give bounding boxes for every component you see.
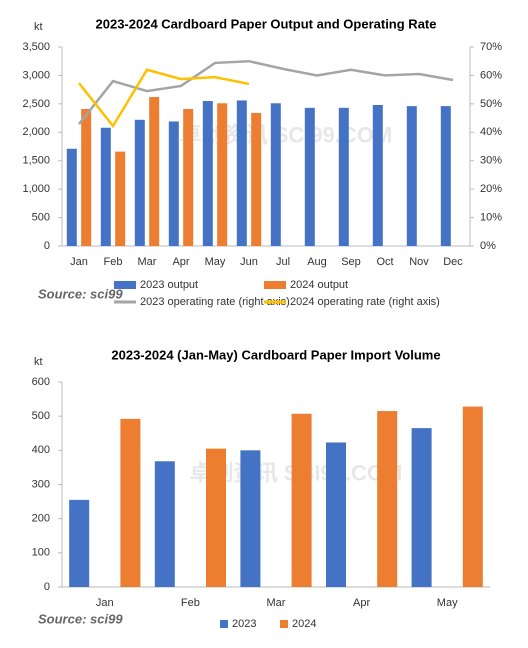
- bar: [206, 448, 226, 587]
- legend-label: 2024 operating rate (right axis): [290, 296, 440, 308]
- legend-swatch: [280, 620, 288, 628]
- y2-tick-label: 70%: [480, 41, 502, 53]
- bar: [120, 418, 141, 587]
- y-tick-label: 600: [32, 376, 50, 388]
- legend-swatch: [264, 281, 286, 289]
- y-tick-label: 2,500: [22, 98, 50, 110]
- y2-tick-label: 10%: [480, 211, 502, 223]
- bar: [462, 406, 483, 587]
- source: Source: sci99: [38, 286, 123, 301]
- bar: [69, 499, 90, 587]
- bar: [372, 104, 383, 246]
- y-tick-label: 300: [32, 478, 50, 490]
- x-tick-label: Aug: [307, 256, 327, 268]
- y-tick-label: 100: [32, 547, 50, 559]
- bar: [100, 127, 111, 246]
- x-tick-label: Apr: [353, 597, 370, 609]
- bar: [81, 108, 92, 246]
- y2-tick-label: 60%: [480, 69, 502, 81]
- bar: [411, 428, 432, 587]
- y-tick-label: 500: [32, 211, 50, 223]
- y-tick-label: 2,000: [22, 126, 50, 138]
- y2-tick-label: 40%: [480, 126, 502, 138]
- x-tick-label: Jan: [70, 256, 88, 268]
- legend-label: 2023 operating rate (right axis): [140, 296, 290, 308]
- y2-tick-label: 20%: [480, 183, 502, 195]
- bar: [377, 411, 398, 587]
- x-tick-label: Mar: [267, 597, 286, 609]
- bar: [168, 121, 179, 246]
- y2-tick-label: 50%: [480, 98, 502, 110]
- y-tick-label: 1,000: [22, 183, 50, 195]
- bar: [251, 112, 262, 246]
- bar: [270, 103, 281, 246]
- x-tick-label: Oct: [376, 256, 393, 268]
- x-tick-label: May: [437, 597, 458, 609]
- bar: [66, 148, 77, 246]
- watermark: 卓创资讯 SCI99.COM: [180, 122, 393, 147]
- bar: [154, 461, 175, 587]
- y2-tick-label: 30%: [480, 155, 502, 167]
- bar: [217, 103, 228, 246]
- bar: [202, 101, 213, 246]
- bar: [304, 107, 315, 246]
- bar: [338, 107, 349, 246]
- bar: [236, 100, 247, 247]
- legend-label: 2024: [292, 618, 316, 630]
- x-tick-label: Dec: [443, 256, 463, 268]
- x-tick-label: Feb: [181, 597, 200, 609]
- bar: [134, 119, 145, 246]
- y2-tick-label: 0%: [480, 240, 496, 252]
- y-tick-label: 400: [32, 444, 50, 456]
- y-tick-label: 3,000: [22, 69, 50, 81]
- y-axis-label: kt: [34, 21, 43, 33]
- bar: [149, 97, 160, 246]
- x-tick-label: Jan: [96, 597, 114, 609]
- x-tick-label: Mar: [138, 256, 157, 268]
- legend-swatch: [220, 620, 228, 628]
- y-tick-label: 1,500: [22, 155, 50, 167]
- legend-label: 2023: [232, 618, 256, 630]
- chart-title: 2023-2024 (Jan-May) Cardboard Paper Impo…: [111, 347, 440, 362]
- bar: [240, 450, 261, 587]
- y-tick-label: 3,500: [22, 41, 50, 53]
- x-tick-label: Jul: [276, 256, 290, 268]
- chart-title: 2023-2024 Cardboard Paper Output and Ope…: [96, 16, 437, 31]
- y-tick-label: 0: [44, 581, 50, 593]
- bar: [440, 106, 451, 246]
- y-tick-label: 500: [32, 410, 50, 422]
- x-tick-label: Sep: [341, 256, 361, 268]
- bar: [291, 413, 312, 587]
- x-tick-label: Nov: [409, 256, 429, 268]
- x-tick-label: Apr: [172, 256, 189, 268]
- bar: [183, 108, 194, 246]
- x-tick-label: Jun: [240, 256, 258, 268]
- bar: [115, 151, 126, 246]
- x-tick-label: May: [205, 256, 226, 268]
- bar: [326, 442, 346, 587]
- y-tick-label: 0: [44, 240, 50, 252]
- legend-label: 2023 output: [140, 279, 198, 291]
- source: Source: sci99: [38, 611, 123, 626]
- legend-swatch: [114, 281, 136, 289]
- line: [78, 68, 250, 129]
- y-tick-label: 200: [32, 513, 50, 525]
- x-tick-label: Feb: [104, 256, 123, 268]
- y-axis-label: kt: [34, 356, 43, 368]
- bar: [406, 106, 417, 246]
- line: [78, 59, 454, 125]
- legend-label: 2024 output: [290, 279, 348, 291]
